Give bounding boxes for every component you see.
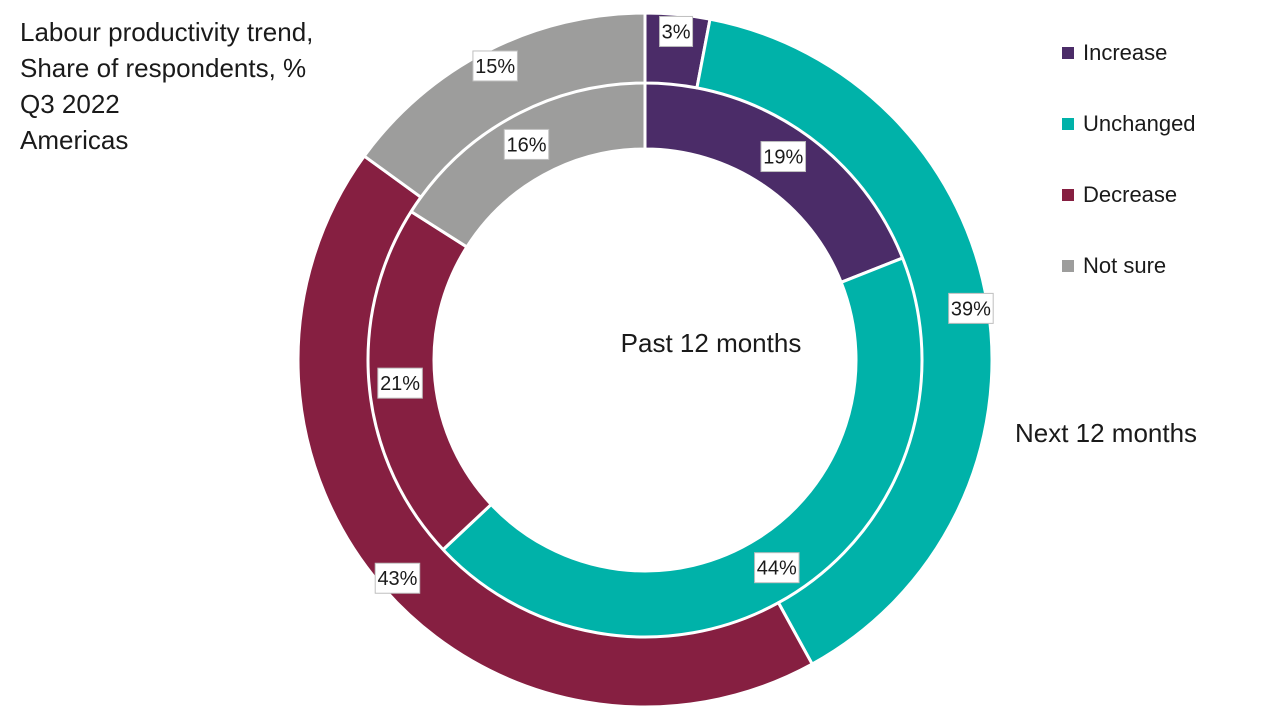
legend: Increase Unchanged Decrease Not sure <box>1062 36 1196 320</box>
chart-title: Labour productivity trend, Share of resp… <box>20 14 313 158</box>
data-label-outer-increase: 3% <box>659 15 694 47</box>
slice-outer-not-sure <box>362 11 647 199</box>
data-label-outer-not-sure: 15% <box>472 50 518 82</box>
slice-outer-unchanged <box>695 17 994 666</box>
data-label-box-inner-unchanged <box>754 552 800 584</box>
data-label-box-inner-decrease <box>377 367 423 399</box>
data-label-text-outer-unchanged: 39% <box>951 298 991 320</box>
data-label-inner-decrease: 21% <box>377 367 423 399</box>
legend-swatch-decrease <box>1062 189 1074 201</box>
data-label-text-inner-increase: 19% <box>763 147 803 169</box>
data-label-box-outer-increase <box>659 15 694 47</box>
title-line-4: Americas <box>20 125 129 155</box>
legend-item-not-sure: Not sure <box>1062 249 1196 283</box>
data-label-box-outer-not-sure <box>472 50 518 82</box>
title-line-2: Share of respondents, % <box>20 53 307 83</box>
data-label-inner-unchanged: 44% <box>754 552 800 584</box>
legend-label-decrease: Decrease <box>1083 182 1178 207</box>
data-label-box-inner-not-sure <box>503 128 550 160</box>
data-label-text-outer-decrease: 43% <box>377 568 417 590</box>
data-label-text-inner-unchanged: 44% <box>757 558 797 580</box>
series-label-outer: Next 12 months <box>1015 418 1197 448</box>
data-labels-layer: 19% 44% 21% 16% 3% 39% 43% 15% <box>374 15 994 594</box>
legend-label-not-sure: Not sure <box>1083 253 1167 278</box>
legend-item-unchanged: Unchanged <box>1062 107 1196 141</box>
data-label-text-outer-not-sure: 15% <box>475 56 515 78</box>
title-line-1: Labour productivity trend, <box>20 17 314 47</box>
data-label-box-outer-unchanged <box>948 292 994 324</box>
legend-label-unchanged: Unchanged <box>1083 111 1196 136</box>
data-label-text-inner-decrease: 21% <box>380 373 420 395</box>
slice-outer-decrease <box>296 154 814 709</box>
legend-item-decrease: Decrease <box>1062 178 1196 212</box>
data-label-box-outer-decrease <box>374 562 421 594</box>
series-label-inner: Past 12 months <box>621 328 802 358</box>
legend-label-increase: Increase <box>1083 40 1168 65</box>
data-label-box-inner-increase <box>760 141 807 173</box>
data-label-text-inner-not-sure: 16% <box>506 134 546 156</box>
data-label-outer-decrease: 43% <box>374 562 421 594</box>
slices-layer <box>296 11 994 709</box>
title-line-3: Q3 2022 <box>20 89 120 119</box>
data-label-inner-increase: 19% <box>760 141 807 173</box>
data-label-inner-not-sure: 16% <box>503 128 550 160</box>
legend-item-increase: Increase <box>1062 36 1196 70</box>
legend-swatch-unchanged <box>1062 118 1074 130</box>
data-label-text-outer-increase: 3% <box>662 21 691 43</box>
legend-swatch-not-sure <box>1062 260 1074 272</box>
data-label-outer-unchanged: 39% <box>948 292 994 324</box>
legend-swatch-increase <box>1062 47 1074 59</box>
